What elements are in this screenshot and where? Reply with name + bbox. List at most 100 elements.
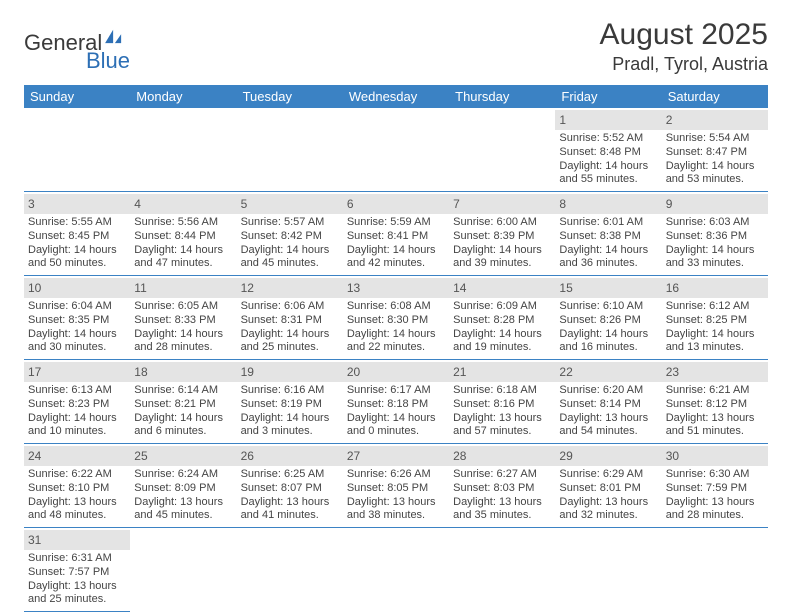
empty-cell [130, 528, 236, 612]
day-number-bar: 13 [343, 278, 449, 298]
day-day1: Daylight: 14 hours [134, 328, 232, 342]
day-sunset: Sunset: 8:18 PM [347, 398, 445, 412]
day-day2: and 36 minutes. [559, 257, 657, 271]
day-number: 3 [28, 197, 35, 211]
empty-cell [449, 108, 555, 192]
calendar-row: 24Sunrise: 6:22 AMSunset: 8:10 PMDayligh… [24, 444, 768, 528]
day-number-bar: 18 [130, 362, 236, 382]
day-number-bar: 16 [662, 278, 768, 298]
day-sunrise: Sunrise: 6:20 AM [559, 384, 657, 398]
day-sunset: Sunset: 8:42 PM [241, 230, 339, 244]
day-number-bar: 24 [24, 446, 130, 466]
day-sunset: Sunset: 8:35 PM [28, 314, 126, 328]
day-info: Sunrise: 6:25 AMSunset: 8:07 PMDaylight:… [241, 468, 339, 523]
weekday-saturday: Saturday [662, 85, 768, 108]
day-number: 1 [559, 113, 566, 127]
day-sunrise: Sunrise: 6:10 AM [559, 300, 657, 314]
day-number: 28 [453, 449, 466, 463]
day-info: Sunrise: 6:24 AMSunset: 8:09 PMDaylight:… [134, 468, 232, 523]
day-info: Sunrise: 5:52 AMSunset: 8:48 PMDaylight:… [559, 132, 657, 187]
day-day1: Daylight: 14 hours [453, 328, 551, 342]
day-sunrise: Sunrise: 6:08 AM [347, 300, 445, 314]
day-info: Sunrise: 5:54 AMSunset: 8:47 PMDaylight:… [666, 132, 764, 187]
day-number-bar: 21 [449, 362, 555, 382]
day-number-bar: 7 [449, 194, 555, 214]
day-sunset: Sunset: 8:28 PM [453, 314, 551, 328]
day-day2: and 41 minutes. [241, 509, 339, 523]
logo-overlay: General Blue [24, 24, 124, 56]
day-number: 2 [666, 113, 673, 127]
day-sunrise: Sunrise: 6:25 AM [241, 468, 339, 482]
logo-text-b: Blue [86, 48, 130, 74]
day-info: Sunrise: 6:17 AMSunset: 8:18 PMDaylight:… [347, 384, 445, 439]
day-day1: Daylight: 13 hours [666, 412, 764, 426]
day-sunset: Sunset: 8:19 PM [241, 398, 339, 412]
day-day1: Daylight: 14 hours [347, 328, 445, 342]
day-cell-14: 14Sunrise: 6:09 AMSunset: 8:28 PMDayligh… [449, 276, 555, 360]
day-cell-28: 28 Sunrise: 6:27 AMSunset: 8:03 PMDayligh… [449, 444, 555, 528]
day-cell-25: 25Sunrise: 6:24 AMSunset: 8:09 PMDayligh… [130, 444, 236, 528]
day-number-bar: 28 [449, 446, 555, 466]
day-cell-10: 10Sunrise: 6:04 AMSunset: 8:35 PMDayligh… [24, 276, 130, 360]
day-number-bar: 6 [343, 194, 449, 214]
day-cell-9: 9Sunrise: 6:03 AMSunset: 8:36 PMDaylight… [662, 192, 768, 276]
day-cell-16: 16Sunrise: 6:12 AMSunset: 8:25 PMDayligh… [662, 276, 768, 360]
day-info: Sunrise: 6:14 AMSunset: 8:21 PMDaylight:… [134, 384, 232, 439]
day-sunrise: Sunrise: 6:09 AM [453, 300, 551, 314]
day-number-bar: 30 [662, 446, 768, 466]
day-number-bar: 2 [662, 110, 768, 130]
day-number: 21 [453, 365, 466, 379]
day-sunrise: Sunrise: 6:03 AM [666, 216, 764, 230]
day-sunrise: Sunrise: 6:24 AM [134, 468, 232, 482]
day-info: Sunrise: 6:27 AMSunset: 8:03 PMDaylight:… [453, 468, 551, 523]
day-number-bar: 4 [130, 194, 236, 214]
day-cell-30: 30Sunrise: 6:30 AMSunset: 7:59 PMDayligh… [662, 444, 768, 528]
day-day2: and 28 minutes. [666, 509, 764, 523]
day-sunrise: Sunrise: 6:27 AM [453, 468, 551, 482]
day-info: Sunrise: 6:16 AMSunset: 8:19 PMDaylight:… [241, 384, 339, 439]
day-day1: Daylight: 13 hours [559, 412, 657, 426]
day-day2: and 33 minutes. [666, 257, 764, 271]
day-day2: and 0 minutes. [347, 425, 445, 439]
day-info: Sunrise: 5:56 AMSunset: 8:44 PMDaylight:… [134, 216, 232, 271]
day-sunrise: Sunrise: 6:30 AM [666, 468, 764, 482]
day-number-bar: 25 [130, 446, 236, 466]
day-number-bar: 1 [555, 110, 661, 130]
empty-cell [449, 528, 555, 612]
day-sunset: Sunset: 8:25 PM [666, 314, 764, 328]
day-info: Sunrise: 5:59 AMSunset: 8:41 PMDaylight:… [347, 216, 445, 271]
empty-cell [237, 528, 343, 612]
empty-cell [130, 108, 236, 192]
day-day1: Daylight: 14 hours [347, 412, 445, 426]
day-day2: and 45 minutes. [134, 509, 232, 523]
day-info: Sunrise: 6:09 AMSunset: 8:28 PMDaylight:… [453, 300, 551, 355]
empty-cell [555, 528, 661, 612]
day-day1: Daylight: 14 hours [28, 412, 126, 426]
day-sunset: Sunset: 8:16 PM [453, 398, 551, 412]
day-info: Sunrise: 6:21 AMSunset: 8:12 PMDaylight:… [666, 384, 764, 439]
day-cell-18: 18 Sunrise: 6:14 AMSunset: 8:21 PMDayligh… [130, 360, 236, 444]
day-day2: and 54 minutes. [559, 425, 657, 439]
day-number: 23 [666, 365, 679, 379]
weekday-header-row: SundayMondayTuesdayWednesdayThursdayFrid… [24, 85, 768, 108]
day-day2: and 3 minutes. [241, 425, 339, 439]
day-day1: Daylight: 14 hours [28, 244, 126, 258]
day-number-bar: 9 [662, 194, 768, 214]
day-day1: Daylight: 13 hours [241, 496, 339, 510]
day-cell-20: 20Sunrise: 6:17 AMSunset: 8:18 PMDayligh… [343, 360, 449, 444]
day-info: Sunrise: 6:18 AMSunset: 8:16 PMDaylight:… [453, 384, 551, 439]
day-sunrise: Sunrise: 6:05 AM [134, 300, 232, 314]
day-day1: Daylight: 14 hours [453, 244, 551, 258]
day-number: 10 [28, 281, 41, 295]
day-sunrise: Sunrise: 5:57 AM [241, 216, 339, 230]
weekday-monday: Monday [130, 85, 236, 108]
empty-cell [662, 528, 768, 612]
day-cell-26: 26Sunrise: 6:25 AMSunset: 8:07 PMDayligh… [237, 444, 343, 528]
day-number: 18 [134, 365, 147, 379]
day-day2: and 13 minutes. [666, 341, 764, 355]
day-number-bar: 31 [24, 530, 130, 550]
day-cell-12: 12Sunrise: 6:06 AMSunset: 8:31 PMDayligh… [237, 276, 343, 360]
day-sunset: Sunset: 8:39 PM [453, 230, 551, 244]
day-info: Sunrise: 6:26 AMSunset: 8:05 PMDaylight:… [347, 468, 445, 523]
day-cell-24: 24Sunrise: 6:22 AMSunset: 8:10 PMDayligh… [24, 444, 130, 528]
